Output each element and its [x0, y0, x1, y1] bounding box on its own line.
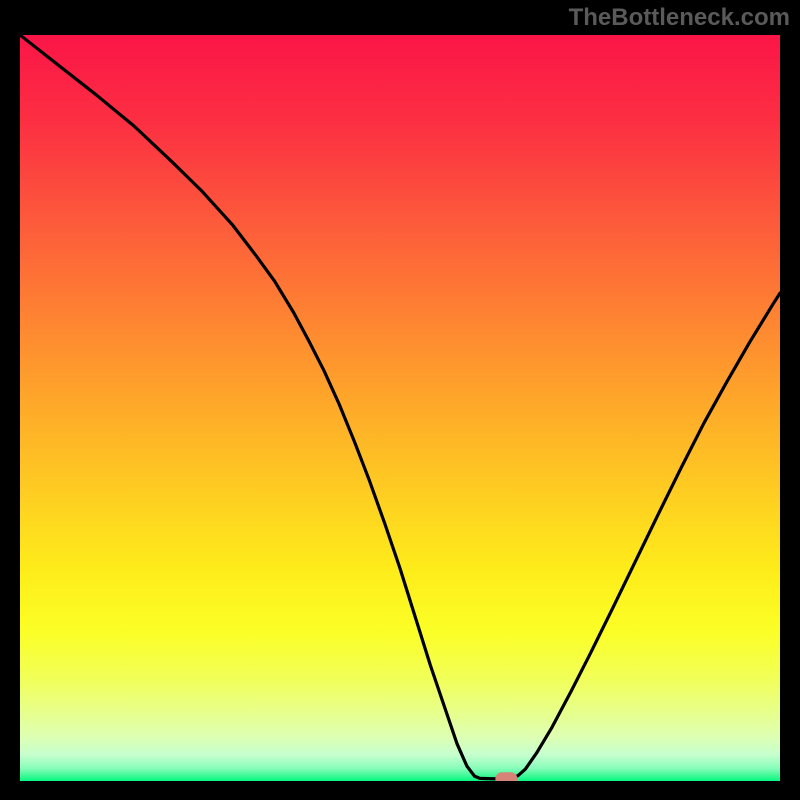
bottleneck-curve-path	[20, 35, 780, 779]
optimal-point-marker	[496, 772, 517, 781]
bottleneck-curve-svg	[20, 35, 780, 781]
watermark-text: TheBottleneck.com	[569, 4, 790, 32]
plot-area	[20, 35, 780, 781]
